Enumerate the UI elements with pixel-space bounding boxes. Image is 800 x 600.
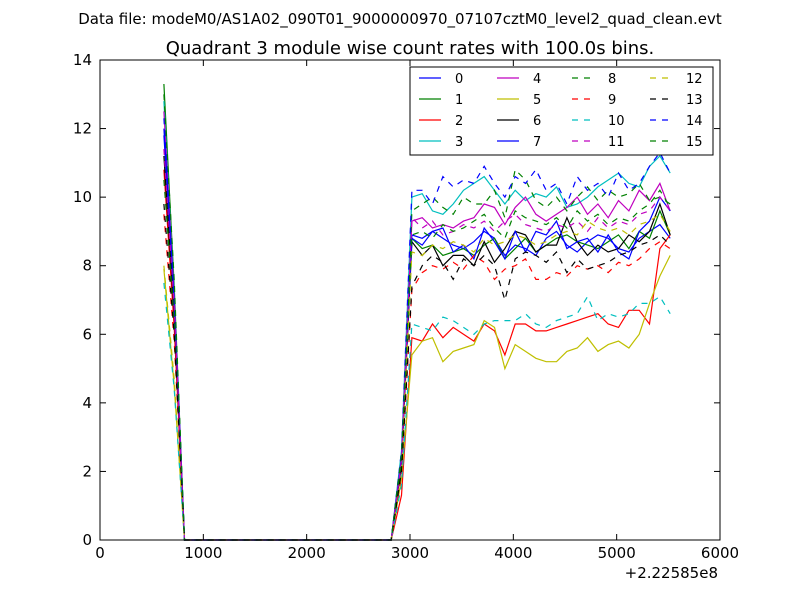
legend-label-2: 2 — [455, 114, 463, 129]
data-file-header: Data file: modeM0/AS1A02_090T01_90000009… — [78, 10, 722, 29]
y-tick-label: 10 — [73, 188, 92, 206]
series-line-10 — [163, 282, 671, 541]
x-tick-label: 2000 — [288, 544, 326, 562]
y-tick-label: 8 — [82, 257, 92, 275]
legend-label-11: 11 — [608, 135, 625, 150]
legend-label-1: 1 — [455, 93, 463, 108]
legend-frame — [409, 66, 714, 156]
y-tick-label: 4 — [82, 394, 92, 412]
legend-label-3: 3 — [455, 135, 463, 150]
series-line-9 — [163, 214, 671, 541]
chart-title: Quadrant 3 module wise count rates with … — [166, 38, 655, 59]
legend-label-9: 9 — [608, 93, 616, 108]
legend-label-7: 7 — [533, 135, 541, 150]
legend-label-5: 5 — [533, 93, 541, 108]
legend-label-0: 0 — [455, 72, 463, 87]
x-tick-label: 3000 — [391, 544, 429, 562]
x-tick-label: 1000 — [184, 544, 222, 562]
legend-label-13: 13 — [686, 93, 703, 108]
y-tick-label: 6 — [82, 325, 92, 343]
x-tick-label: 6000 — [701, 544, 739, 562]
y-tick-label: 14 — [73, 51, 92, 69]
x-axis: 0 1000 2000 3000 4000 5000 6000 — [95, 60, 739, 562]
x-tick-label: 4000 — [494, 544, 532, 562]
y-tick-label: 0 — [82, 531, 92, 549]
y-tick-label: 2 — [82, 462, 92, 480]
y-tick-label: 12 — [73, 120, 92, 138]
legend-label-12: 12 — [686, 72, 703, 87]
legend-label-4: 4 — [533, 72, 541, 87]
legend-label-8: 8 — [608, 72, 616, 87]
legend-label-10: 10 — [608, 114, 625, 129]
series-line-11 — [163, 149, 671, 541]
x-offset-label: +2.22585e8 — [625, 564, 718, 582]
x-tick-label: 5000 — [598, 544, 636, 562]
legend-label-14: 14 — [686, 114, 703, 129]
x-tick-label: 0 — [95, 544, 105, 562]
legend-label-15: 15 — [686, 135, 703, 150]
legend-label-6: 6 — [533, 114, 541, 129]
